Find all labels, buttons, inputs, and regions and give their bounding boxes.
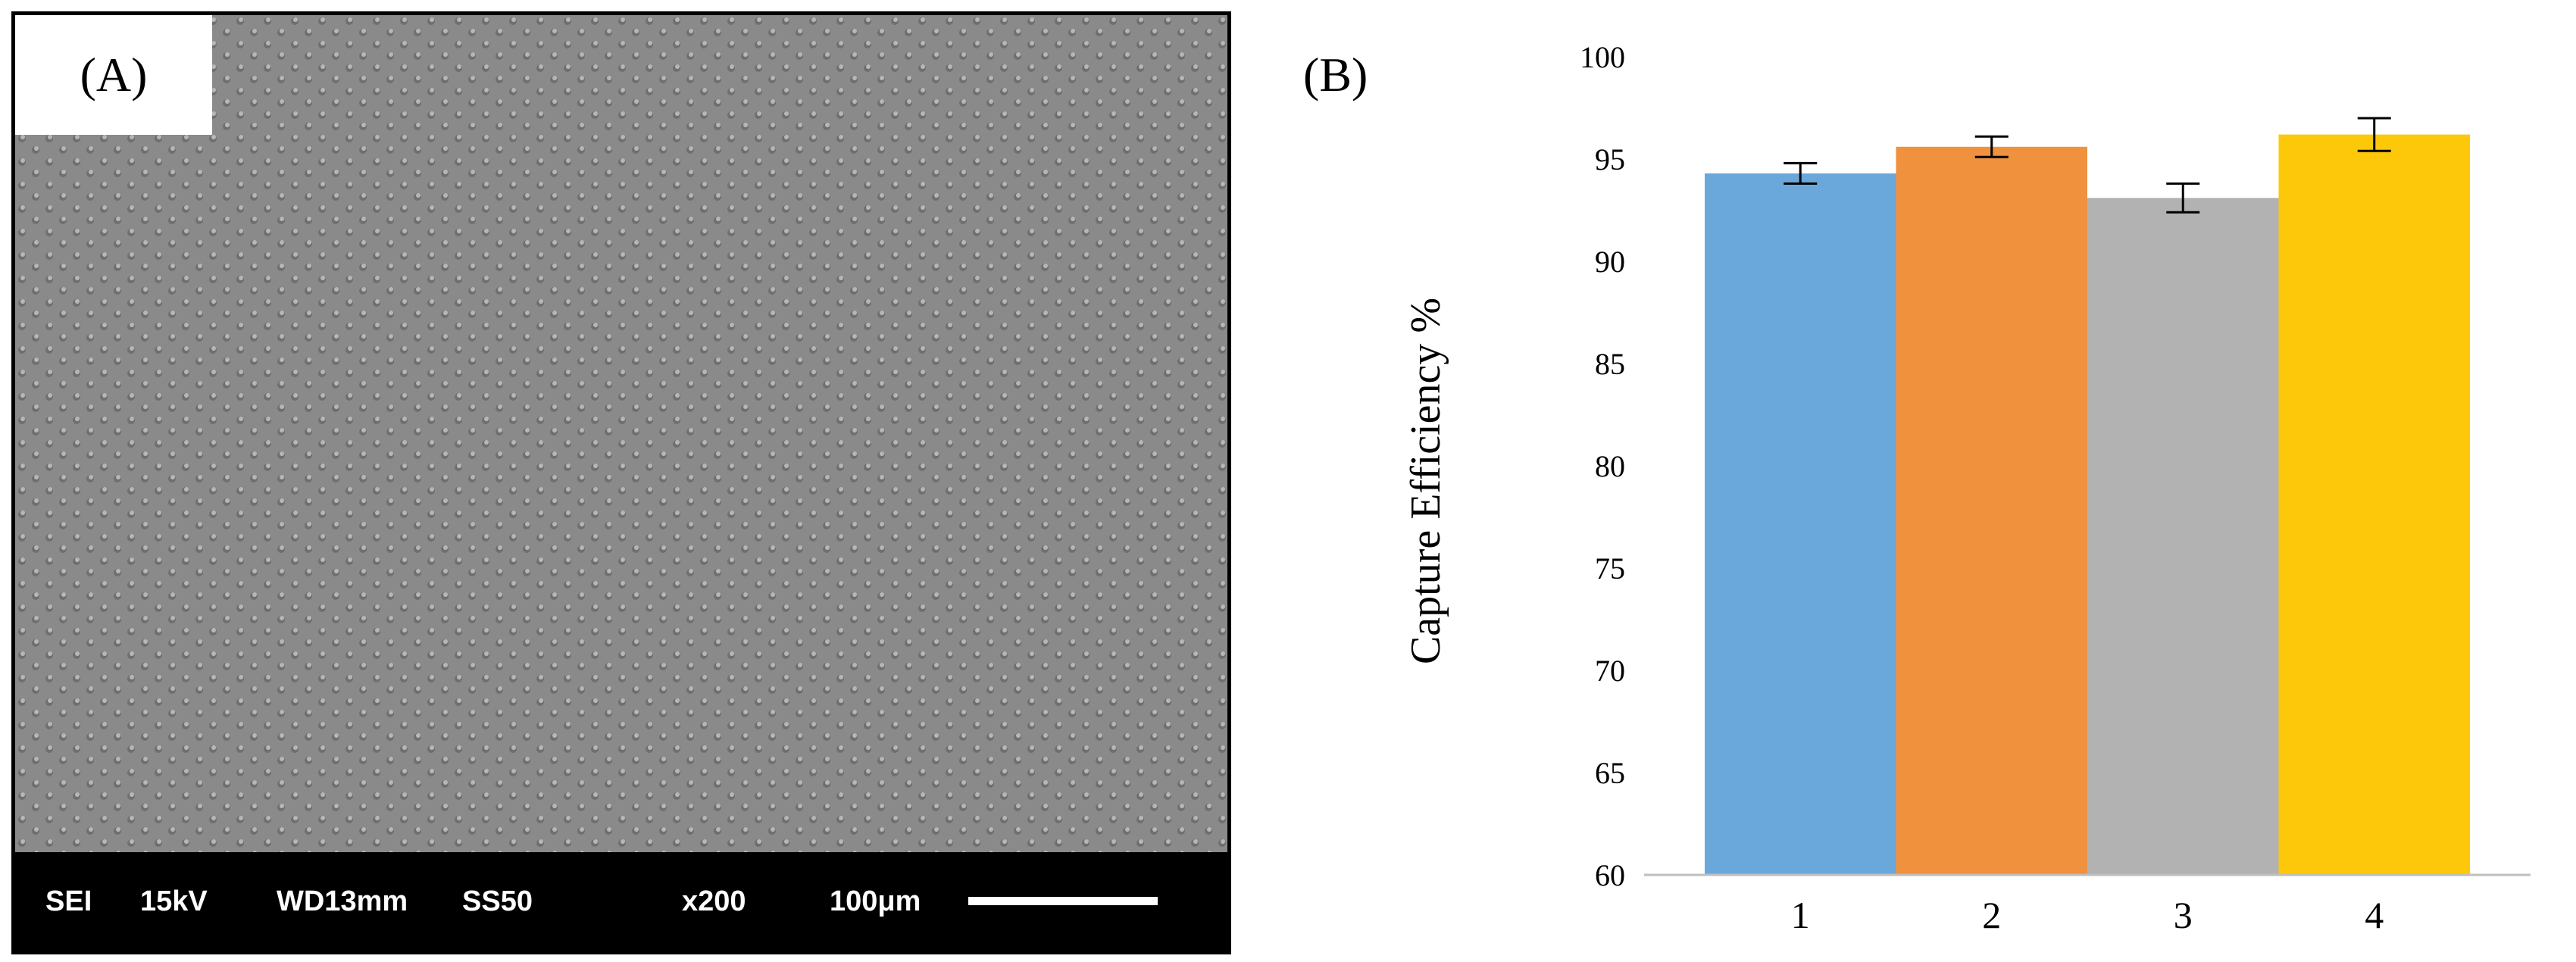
y-tick-label-60: 60 bbox=[1595, 858, 1625, 892]
sem-image bbox=[15, 15, 1227, 951]
x-tick-label-4: 4 bbox=[2365, 894, 2384, 936]
x-axis-labels: 1 2 3 4 bbox=[1791, 894, 2384, 936]
bar-3 bbox=[2087, 198, 2279, 875]
capture-efficiency-chart: 60 65 70 75 80 85 90 95 100 1 2 3 4 Capture Efficie… bbox=[1402, 40, 2531, 936]
bar-1 bbox=[1705, 173, 1896, 875]
y-axis-ticks: 60 65 70 75 80 85 90 95 100 bbox=[1580, 40, 1625, 892]
error-bar-4 bbox=[2357, 117, 2391, 152]
error-bars bbox=[1784, 117, 2391, 214]
y-tick-label-85: 85 bbox=[1595, 347, 1625, 381]
sem-voltage: 15kV bbox=[140, 885, 208, 917]
y-tick-label-75: 75 bbox=[1595, 551, 1625, 586]
panel-label-a: (A) bbox=[80, 48, 148, 102]
y-tick-label-95: 95 bbox=[1595, 142, 1625, 176]
sem-micrograph-panel: (A) SEI 15kV WD13mm SS50 x200 100μm bbox=[11, 11, 1231, 954]
x-tick-label-1: 1 bbox=[1791, 894, 1810, 936]
bar-2 bbox=[1896, 146, 2087, 876]
sem-detector: SEI bbox=[45, 885, 92, 917]
bars bbox=[1705, 134, 2470, 876]
sem-magnification: x200 bbox=[682, 885, 746, 917]
y-tick-label-100: 100 bbox=[1580, 40, 1625, 74]
y-tick-label-90: 90 bbox=[1595, 245, 1625, 279]
error-bar-3 bbox=[2166, 182, 2200, 214]
y-axis-title: Capture Efficiency % bbox=[1402, 298, 1449, 664]
y-tick-label-65: 65 bbox=[1595, 756, 1625, 790]
y-tick-label-70: 70 bbox=[1595, 654, 1625, 688]
y-tick-label-80: 80 bbox=[1595, 449, 1625, 483]
error-bar-1 bbox=[1784, 161, 1818, 185]
sem-info-bar: SEI 15kV WD13mm SS50 x200 100μm bbox=[15, 852, 1227, 951]
bar-4 bbox=[2278, 134, 2470, 876]
sem-scale-bar bbox=[968, 897, 1158, 905]
sem-working-distance: WD13mm bbox=[277, 885, 408, 917]
panel-label-background bbox=[15, 15, 212, 135]
x-tick-label-2: 2 bbox=[1982, 894, 2001, 936]
sem-spot-size: SS50 bbox=[462, 885, 533, 917]
sem-scale-label: 100μm bbox=[830, 885, 921, 917]
x-tick-label-3: 3 bbox=[2174, 894, 2193, 936]
error-bar-2 bbox=[1974, 135, 2009, 158]
panel-label-b: (B) bbox=[1303, 48, 1368, 102]
